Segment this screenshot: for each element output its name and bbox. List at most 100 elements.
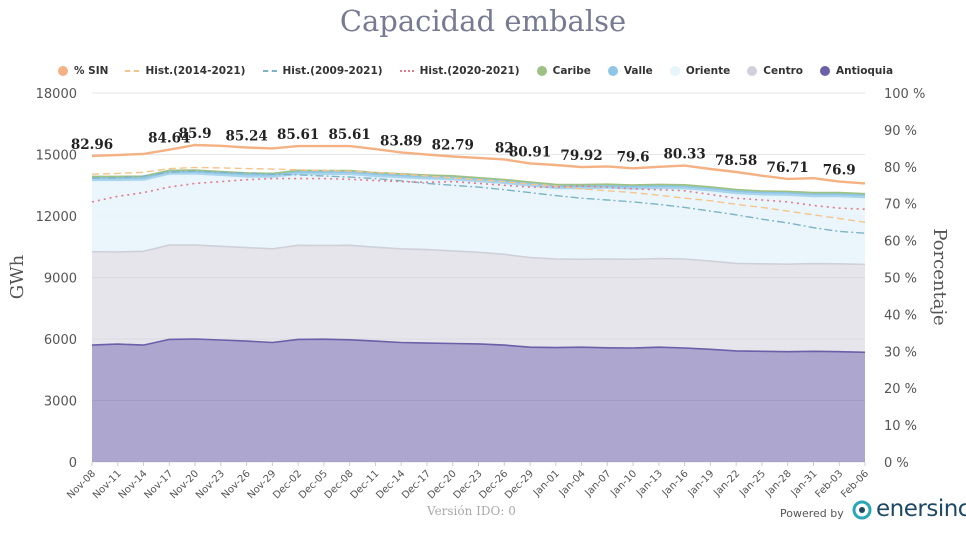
brand-name[interactable]: enersinc: [876, 496, 966, 522]
line-hist-2009-2021: [92, 170, 866, 234]
y2-tick-label: 50 %: [884, 272, 917, 287]
legend-item[interactable]: Antioquia: [819, 65, 894, 77]
legend-item[interactable]: Oriente: [669, 65, 731, 77]
legend-label: Hist.(2020-2021): [419, 65, 520, 77]
data-label: 82: [495, 140, 514, 156]
data-label: 84.64: [148, 131, 190, 147]
y-axis-left: 0 3000 6000 9000 12000 15000 18000: [36, 87, 77, 471]
legend-label: Oriente: [685, 65, 731, 77]
data-label: 80.33: [663, 147, 705, 163]
legend-label: Centro: [763, 65, 803, 77]
y2-tick-label: 90 %: [884, 124, 917, 139]
area-edge-caribe: [92, 169, 866, 195]
y-axis-title: GWh: [7, 254, 28, 299]
y-tick-label: 0: [69, 456, 77, 471]
legend-swatch: [399, 70, 414, 72]
area-edge-antioquia: [91, 338, 866, 354]
area-edge-centro: [91, 244, 866, 266]
reference-lines: [91, 143, 866, 234]
legend: % SIN Hist.(2014-2021) Hist.(2009-2021) His…: [58, 62, 910, 80]
legend-item[interactable]: Centro: [747, 65, 803, 77]
legend-swatch: [819, 66, 830, 76]
y2-tick-label: 0 %: [884, 456, 909, 471]
legend-label: % SIN: [74, 65, 109, 77]
legend-swatch: [125, 70, 140, 72]
x-tick-label: Dec-29: [503, 468, 536, 501]
area-oriente: [92, 175, 865, 265]
y2-tick-label: 70 %: [884, 198, 917, 213]
legend-label: Antioquia: [835, 65, 894, 77]
legend-swatch: [607, 66, 618, 76]
version-label: Versión IDO: 0: [427, 504, 516, 518]
stacked-areas: [91, 169, 866, 462]
data-label: 79.6: [617, 149, 650, 165]
legend-item[interactable]: % SIN: [58, 65, 108, 77]
data-label: 85.61: [277, 127, 319, 143]
y2-tick-label: 100 %: [884, 87, 925, 102]
legend-label: Valle: [623, 65, 653, 77]
data-label: 79.92: [560, 148, 602, 164]
legend-swatch: [262, 70, 277, 72]
y2-tick-label: 60 %: [884, 235, 917, 250]
y-axis-right: 0 % 10 % 20 % 30 % 40 % 50 % 60 % 70 % 80 % 90 % 1…: [884, 87, 925, 471]
line-pct-sin: [91, 143, 866, 185]
data-label: 82.79: [432, 138, 474, 154]
x-tick-label: Jan-22: [711, 468, 742, 499]
x-tick-label: Jan-25: [737, 468, 768, 499]
data-label: 82.96: [71, 137, 113, 153]
y2-tick-label: 30 %: [884, 345, 917, 360]
y2-tick-label: 20 %: [884, 382, 917, 397]
chart-title: Capacidad embalse: [339, 4, 627, 38]
x-axis: Nov-08Nov-11Nov-14Nov-17Nov-20Nov-23Nov-…: [65, 462, 871, 501]
legend-item[interactable]: Valle: [607, 65, 653, 77]
data-label: 76.9: [823, 163, 856, 179]
data-label: 83.89: [380, 133, 422, 149]
x-tick-label: Feb-06: [839, 468, 871, 500]
legend-item[interactable]: Hist.(2009-2021): [262, 65, 383, 77]
legend-swatch: [747, 66, 758, 76]
y-tick-label: 6000: [44, 333, 77, 348]
y2-axis-title: Porcentaje: [929, 228, 950, 325]
legend-label: Caribe: [552, 65, 591, 77]
x-tick-label: Jan-28: [763, 468, 794, 499]
area-centro: [92, 245, 865, 353]
legend-item[interactable]: Caribe: [536, 65, 591, 77]
powered-by-label: Powered by: [780, 507, 844, 520]
legend-swatch: [58, 66, 68, 76]
brand-text: enersinc: [876, 496, 966, 522]
legend-label: Hist.(2014-2021): [145, 65, 246, 77]
area-edge-oriente: [92, 174, 866, 200]
data-label: 78.58: [715, 153, 757, 169]
x-tick-label: Jan-04: [557, 468, 588, 499]
legend-swatch: [669, 66, 680, 76]
x-tick-label: Jan-10: [608, 468, 639, 499]
data-label: 76.71: [767, 160, 809, 176]
x-tick-label: Jan-13: [634, 468, 665, 499]
y-tick-label: 3000: [44, 395, 77, 410]
legend-item[interactable]: Hist.(2020-2021): [399, 65, 520, 77]
data-label: 85.24: [225, 128, 267, 144]
x-tick-label: Feb-03: [814, 468, 846, 500]
x-tick-label: Jan-01: [531, 468, 562, 499]
data-label: 85.9: [179, 126, 212, 142]
line-hist-2014-2021: [91, 166, 866, 223]
y-tick-label: 9000: [44, 272, 77, 287]
legend-swatch: [536, 66, 547, 76]
x-tick-label: Jan-16: [660, 468, 691, 499]
data-label: 85.61: [329, 127, 371, 143]
y2-tick-label: 80 %: [884, 161, 917, 176]
y-tick-label: 12000: [36, 210, 77, 225]
y2-tick-label: 40 %: [884, 308, 917, 323]
y2-tick-label: 10 %: [884, 419, 917, 434]
legend-item[interactable]: Hist.(2014-2021): [125, 65, 246, 77]
x-tick-label: Jan-07: [583, 468, 614, 499]
y-tick-label: 15000: [36, 149, 77, 164]
data-label: 80.91: [509, 144, 551, 160]
x-tick-label: Jan-19: [686, 468, 717, 499]
legend-label: Hist.(2009-2021): [282, 65, 383, 77]
enersinc-logo-icon: [852, 500, 872, 520]
area-antioquia: [92, 339, 865, 462]
y-tick-label: 18000: [36, 87, 77, 102]
